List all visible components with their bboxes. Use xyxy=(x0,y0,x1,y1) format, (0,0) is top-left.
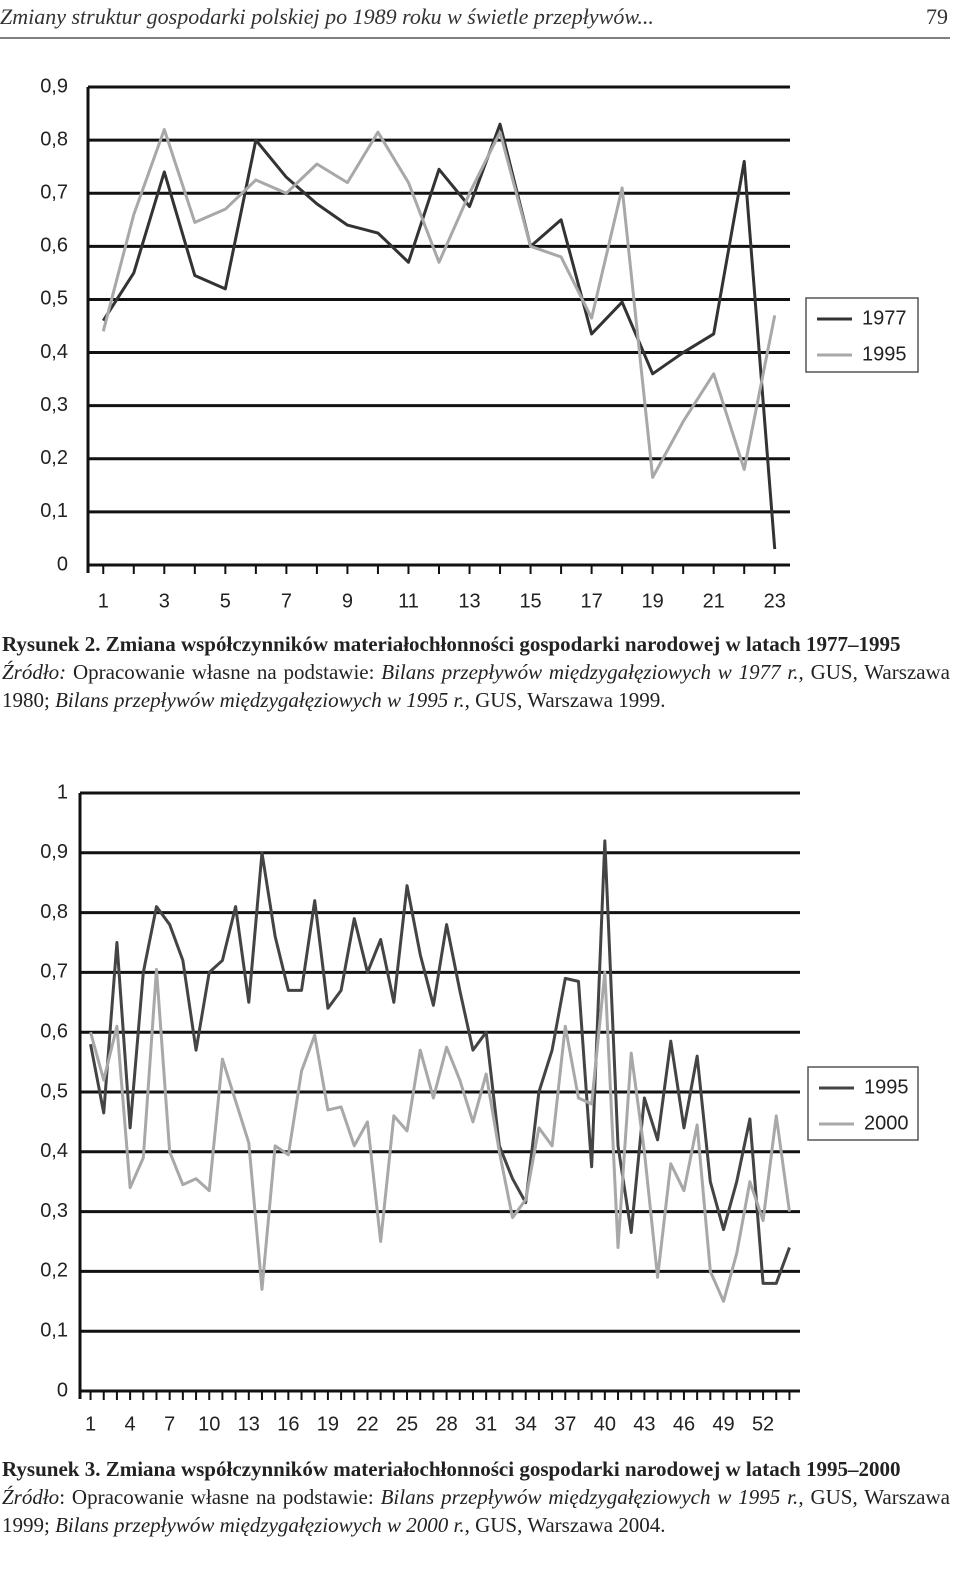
x-tick-label: 1 xyxy=(98,590,109,612)
y-tick-label: 0,8 xyxy=(40,128,68,150)
data-line xyxy=(101,127,777,479)
x-tick-label: 16 xyxy=(277,1413,299,1435)
y-tick-label: 0,9 xyxy=(40,841,68,863)
source-segment: : Opracowanie własne na podstawie: xyxy=(59,1485,381,1509)
x-tick-label: 23 xyxy=(764,590,786,612)
y-tick-label: 0,7 xyxy=(40,182,68,204)
x-tick-label: 40 xyxy=(594,1413,616,1435)
x-tick-label: 22 xyxy=(356,1413,378,1435)
figure-caption-block: Rysunek 2. Zmiana współczynników materia… xyxy=(2,630,950,714)
y-tick-label: 0,8 xyxy=(40,901,68,923)
figure-caption-block: Rysunek 3. Zmiana współczynników materia… xyxy=(2,1455,950,1539)
y-tick-label: 0,1 xyxy=(40,500,68,522)
page-number: 79 xyxy=(926,4,948,29)
x-tick-label: 31 xyxy=(475,1413,497,1435)
source-segment: , GUS, Warszawa 1980; xyxy=(2,660,956,712)
x-tick-label: 52 xyxy=(752,1413,774,1435)
y-tick-label: 0 xyxy=(57,1379,68,1401)
y-tick-label: 0,6 xyxy=(40,1020,68,1042)
figure-source: Źródło: Opracowanie własne na podstawie:… xyxy=(2,658,950,714)
x-tick-label: 9 xyxy=(342,590,353,612)
x-tick-label: 19 xyxy=(642,590,664,612)
data-line xyxy=(89,967,791,1303)
y-tick-label: 0,4 xyxy=(40,341,68,363)
source-segment: Bilans przepływów międzygałęziowych w 20… xyxy=(55,1513,465,1537)
x-tick-label: 19 xyxy=(317,1413,339,1435)
figure-caption: Rysunek 3. Zmiana współczynników materia… xyxy=(2,1457,901,1481)
y-tick-label: 0 xyxy=(57,553,68,575)
x-tick-label: 5 xyxy=(220,590,231,612)
x-tick-label: 34 xyxy=(515,1413,537,1435)
y-tick-label: 0,5 xyxy=(40,288,68,310)
figure-caption: Rysunek 2. Zmiana współczynników materia… xyxy=(2,632,901,656)
x-tick-label: 13 xyxy=(458,590,480,612)
y-tick-label: 0,3 xyxy=(40,1200,68,1222)
source-segment: Opracowanie własne na podstawie: xyxy=(66,660,382,684)
y-tick-label: 0,6 xyxy=(40,235,68,257)
x-tick-label: 21 xyxy=(703,590,725,612)
source-segment: Źródło xyxy=(2,1485,60,1509)
running-title: Zmiany struktur gospodarki polskiej po 1… xyxy=(0,4,654,29)
y-tick-label: 0,2 xyxy=(40,1260,68,1282)
source-segment: , GUS, Warszawa 2004. xyxy=(464,1513,666,1537)
data-line xyxy=(89,839,791,1285)
x-tick-label: 1 xyxy=(85,1413,96,1435)
x-tick-label: 4 xyxy=(125,1413,136,1435)
y-tick-label: 1 xyxy=(57,781,68,803)
x-tick-label: 37 xyxy=(554,1413,576,1435)
legend-label: 2000 xyxy=(864,1112,909,1134)
y-tick-label: 0,5 xyxy=(40,1080,68,1102)
y-tick-label: 0,1 xyxy=(40,1319,68,1341)
x-tick-label: 17 xyxy=(580,590,602,612)
y-tick-label: 0,3 xyxy=(40,394,68,416)
x-tick-label: 3 xyxy=(159,590,170,612)
x-tick-label: 15 xyxy=(519,590,541,612)
legend-label: 1977 xyxy=(862,307,907,329)
legend-label: 1995 xyxy=(862,343,907,365)
x-tick-label: 10 xyxy=(198,1413,220,1435)
data-line xyxy=(101,122,777,550)
x-tick-label: 25 xyxy=(396,1413,418,1435)
x-tick-label: 11 xyxy=(398,590,419,612)
source-segment: Źródło: xyxy=(2,660,67,684)
legend-label: 1995 xyxy=(864,1076,909,1098)
source-segment: Bilans przepływów międzygałęziowych w 19… xyxy=(380,1485,799,1509)
x-tick-label: 43 xyxy=(633,1413,655,1435)
source-segment: , GUS, Warszawa 1999; xyxy=(2,1485,956,1537)
legend-box xyxy=(805,297,919,373)
x-tick-label: 13 xyxy=(238,1413,260,1435)
x-tick-label: 46 xyxy=(673,1413,695,1435)
source-segment: Bilans przepływów międzygałęziowych w 19… xyxy=(381,660,799,684)
x-tick-label: 28 xyxy=(435,1413,457,1435)
legend-box xyxy=(807,1066,919,1141)
x-tick-label: 7 xyxy=(281,590,292,612)
figure-source: Źródło: Opracowanie własne na podstawie:… xyxy=(2,1483,950,1539)
y-tick-label: 0,9 xyxy=(40,75,68,97)
y-tick-label: 0,2 xyxy=(40,447,68,469)
y-tick-label: 0,7 xyxy=(40,961,68,983)
source-segment: Bilans przepływów międzygałęziowych w 19… xyxy=(55,688,465,712)
x-tick-label: 7 xyxy=(164,1413,175,1435)
x-tick-label: 49 xyxy=(712,1413,734,1435)
y-tick-label: 0,4 xyxy=(40,1140,68,1162)
source-segment: , GUS, Warszawa 1999. xyxy=(464,688,666,712)
